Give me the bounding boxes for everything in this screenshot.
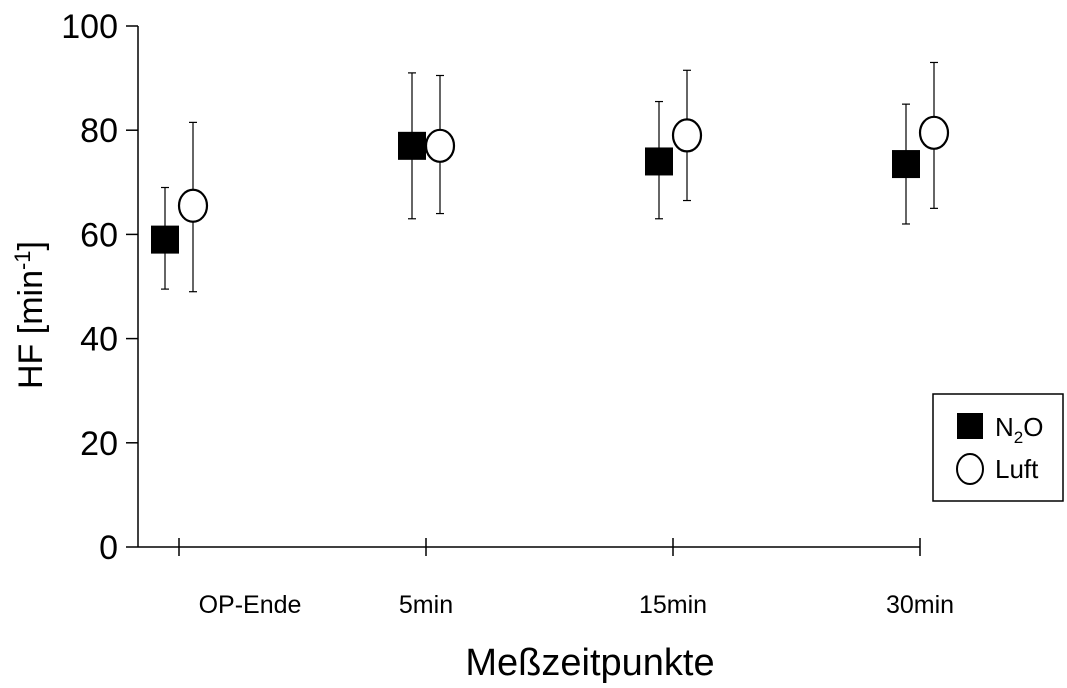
- legend-marker-n2o: [957, 413, 983, 439]
- y-tick-label: 0: [99, 529, 118, 567]
- y-tick-label: 60: [80, 216, 118, 254]
- x-axis-label: Meßzeitpunkte: [465, 642, 714, 684]
- legend: N2O Luft: [932, 393, 1064, 502]
- data-point-n2o: [645, 147, 673, 176]
- y-tick-label: 100: [61, 8, 118, 46]
- data-point-luft: [424, 128, 456, 163]
- y-axis-label-sup: -1: [10, 250, 35, 270]
- x-tick-label: 5min: [399, 591, 453, 619]
- data-points: [151, 115, 950, 254]
- data-point-n2o: [398, 131, 426, 160]
- data-point-n2o: [892, 150, 920, 179]
- y-tick-label: 20: [80, 425, 118, 463]
- legend-label-n2o-end: O: [1023, 412, 1043, 442]
- y-ticks: 0 20 40 60 80 100: [61, 8, 138, 567]
- data-point-n2o: [151, 225, 179, 254]
- legend-marker-luft: [956, 453, 984, 485]
- legend-box: [932, 393, 1064, 502]
- x-tick-label: OP-Ende: [199, 591, 302, 619]
- data-point-luft: [671, 118, 703, 153]
- x-tick-label: 15min: [639, 591, 707, 619]
- y-tick-label: 40: [80, 321, 118, 359]
- legend-label-n2o-sub: 2: [1014, 428, 1023, 447]
- x-ticks: OP-Ende 5min 15min 30min: [178, 538, 954, 619]
- y-axis-label-end: ]: [12, 241, 50, 250]
- error-bars: [161, 61, 938, 293]
- y-tick-label: 80: [80, 112, 118, 150]
- y-axis-label-main: HF [min: [12, 270, 50, 389]
- data-point-luft: [918, 115, 950, 150]
- legend-label-n2o: N2O: [995, 412, 1043, 447]
- plot-area: 0 20 40 60 80 100 OP-Ende 5min 15min 30min: [61, 8, 954, 619]
- legend-label-luft: Luft: [995, 454, 1039, 484]
- legend-label-n2o-base: N: [995, 412, 1014, 442]
- y-axis-label: HF [min-1]: [10, 241, 50, 389]
- x-tick-label: 30min: [886, 591, 954, 619]
- data-point-luft: [177, 188, 209, 223]
